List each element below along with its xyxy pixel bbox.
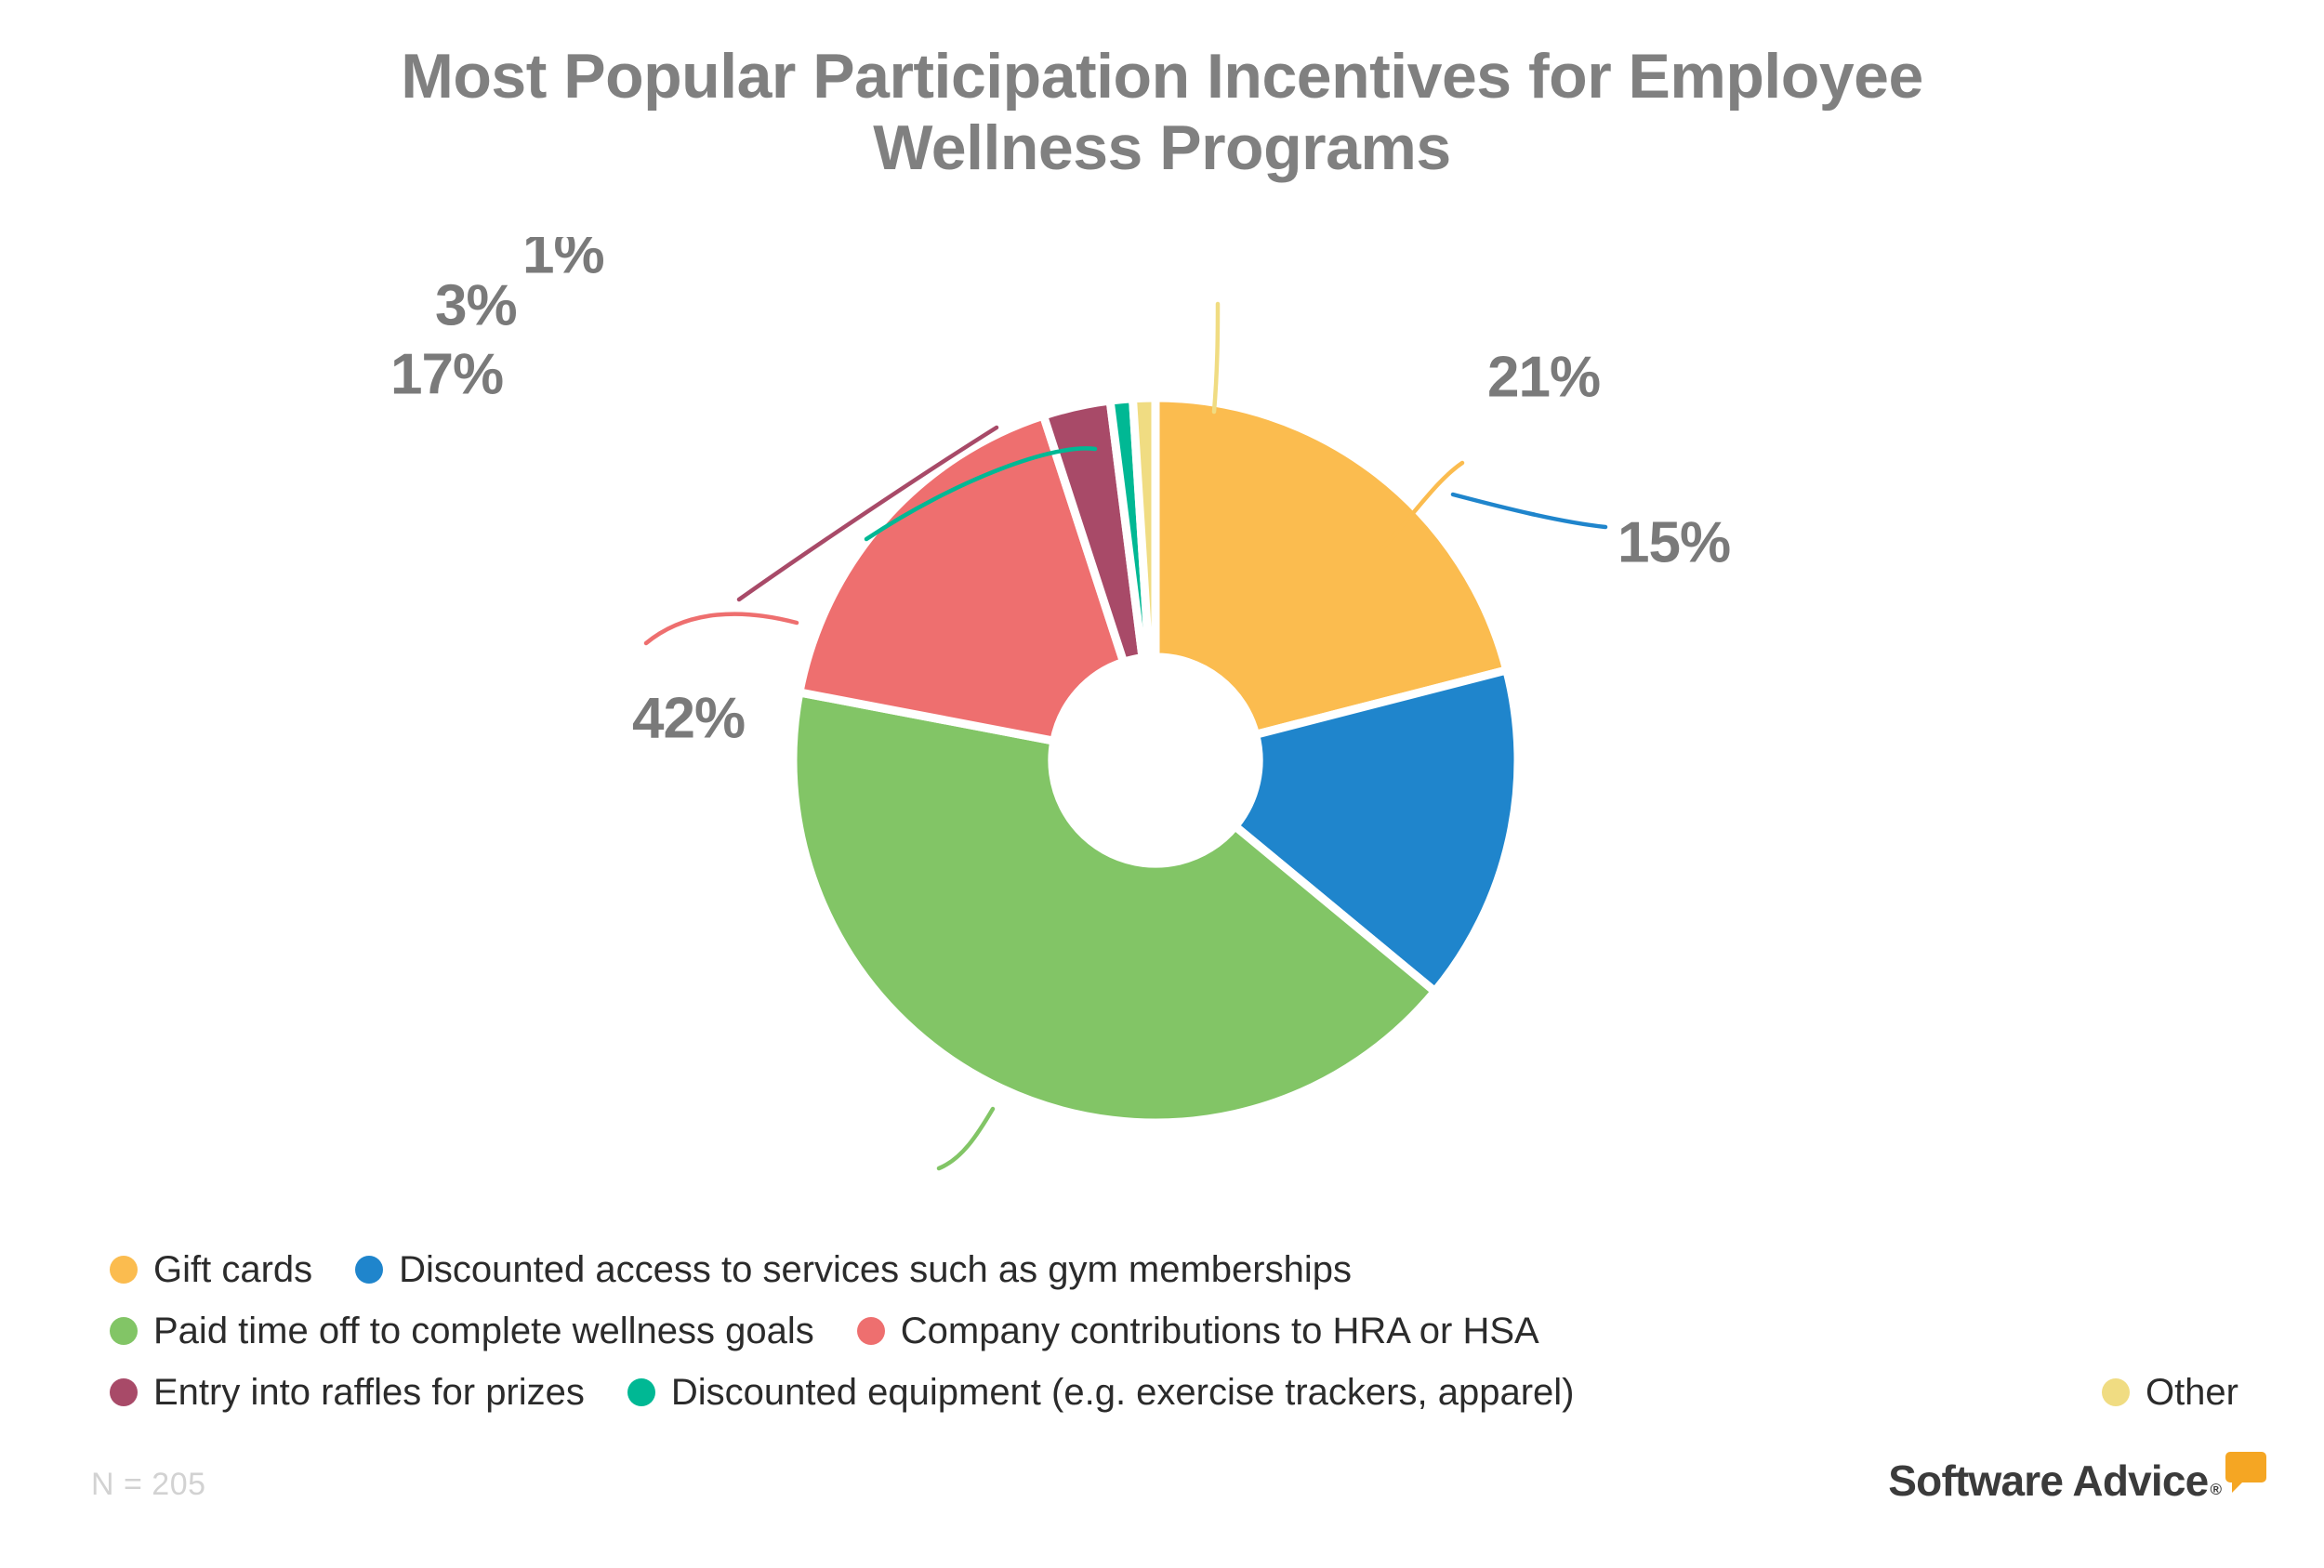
legend-item[interactable]: Entry into raffles for prizes bbox=[110, 1374, 585, 1411]
legend-swatch-icon bbox=[2101, 1378, 2130, 1406]
legend-row: Gift cards Discounted access to services … bbox=[110, 1239, 2238, 1300]
page-title: Most Popular Participation Incentives fo… bbox=[0, 41, 2324, 184]
pie-slice[interactable] bbox=[1151, 393, 1512, 740]
legend-item[interactable]: Discounted equipment (e.g. exercise trac… bbox=[627, 1372, 1575, 1413]
registered-mark: ® bbox=[2210, 1481, 2222, 1498]
pie-slice[interactable] bbox=[1128, 393, 1160, 662]
legend-label: Entry into raffles for prizes bbox=[153, 1372, 585, 1413]
legend-label: Discounted access to services such as gy… bbox=[399, 1249, 1352, 1290]
slice-value-label: 17% bbox=[390, 342, 503, 406]
slice-value-label: 15% bbox=[1618, 510, 1730, 574]
pie-slice[interactable] bbox=[1229, 665, 1523, 997]
legend-row: Paid time off to complete wellness goals… bbox=[110, 1300, 2238, 1362]
legend-row: Entry into raffles for prizes Discounted … bbox=[110, 1362, 2238, 1423]
pie-slice[interactable] bbox=[788, 687, 1441, 1127]
legend-swatch-icon bbox=[110, 1256, 138, 1284]
legend-item[interactable]: Company contributions to HRA or HSA bbox=[856, 1311, 1539, 1351]
legend-item[interactable]: Discounted access to services such as gy… bbox=[355, 1251, 1352, 1288]
legend-label: Gift cards bbox=[153, 1249, 313, 1290]
legend-label: Discounted equipment (e.g. exercise trac… bbox=[670, 1372, 1575, 1413]
leader-line bbox=[643, 612, 799, 646]
legend-swatch-icon bbox=[355, 1256, 384, 1284]
value-label-layer: 21%15%42%17%3%1%1% bbox=[390, 237, 1731, 750]
leader-line bbox=[1450, 492, 1608, 530]
brand-name: Software Advice bbox=[1888, 1456, 2209, 1505]
speech-bubble-icon bbox=[2225, 1452, 2266, 1493]
legend-swatch-icon bbox=[110, 1317, 138, 1345]
legend-swatch-icon bbox=[110, 1378, 138, 1406]
legend-item[interactable]: Other bbox=[2101, 1372, 2238, 1413]
leader-line bbox=[864, 446, 1098, 542]
leader-line bbox=[936, 1106, 996, 1171]
slice-value-label: 21% bbox=[1487, 345, 1600, 409]
pie-slice[interactable] bbox=[794, 410, 1129, 746]
page-title-line-1: Most Popular Participation Incentives fo… bbox=[401, 41, 1923, 112]
slice-value-label: 1% bbox=[522, 237, 604, 285]
sample-size-note: N = 205 bbox=[91, 1467, 206, 1502]
legend-item[interactable]: Gift cards bbox=[110, 1251, 312, 1288]
legend-label: Company contributions to HRA or HSA bbox=[900, 1311, 1539, 1351]
legend-label: Other bbox=[2145, 1372, 2238, 1413]
software-advice-logo: Software Advice ® bbox=[1888, 1452, 2266, 1505]
legend-label: Paid time off to complete wellness goals bbox=[153, 1311, 814, 1351]
leader-line-layer bbox=[643, 301, 1608, 1171]
legend-swatch-icon bbox=[627, 1378, 655, 1406]
slice-value-label: 42% bbox=[632, 686, 745, 750]
donut-chart-svg: 21%15%42%17%3%1%1% bbox=[390, 237, 1731, 1171]
chart-legend: Gift cards Discounted access to services … bbox=[110, 1239, 2238, 1423]
slice-value-label: 3% bbox=[435, 273, 517, 337]
page-title-line-2: Wellness Programs bbox=[873, 112, 1451, 183]
legend-swatch-icon bbox=[856, 1317, 885, 1345]
leader-line bbox=[736, 425, 999, 602]
donut-chart: 21%15%42%17%3%1%1% bbox=[0, 237, 2324, 1241]
donut-slice-layer bbox=[788, 393, 1523, 1127]
leader-line bbox=[1211, 301, 1221, 415]
leader-line bbox=[1380, 460, 1465, 551]
legend-item[interactable]: Paid time off to complete wellness goals bbox=[110, 1312, 814, 1350]
